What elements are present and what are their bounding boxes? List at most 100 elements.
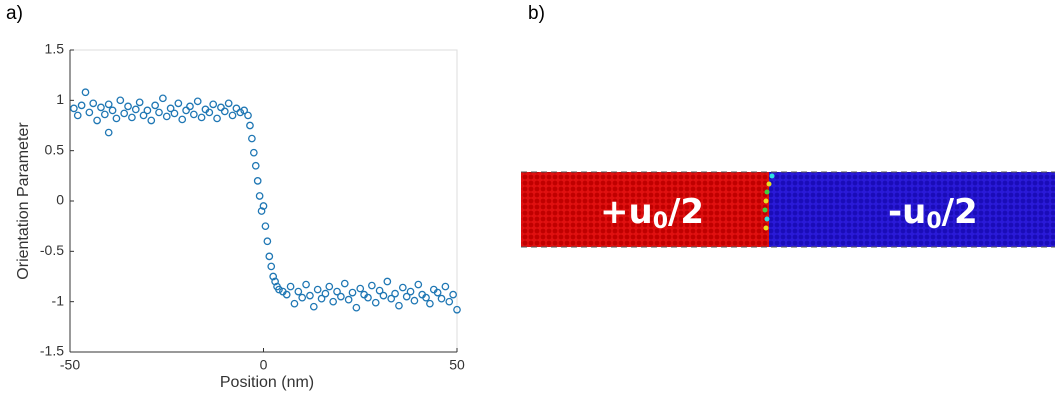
point (266, 253, 272, 259)
point (160, 95, 166, 101)
point (106, 129, 112, 135)
point (222, 108, 228, 114)
point (311, 304, 317, 310)
point (291, 300, 297, 306)
x-tick-label: 0 (260, 357, 268, 373)
x-axis-label: Position (nm) (220, 374, 314, 391)
y-tick-label: -1 (52, 292, 65, 308)
point (187, 103, 193, 109)
point (117, 97, 123, 103)
y-tick-label: 1 (56, 91, 64, 107)
x-tick-label: -50 (60, 357, 80, 373)
point (233, 105, 239, 111)
point (349, 289, 355, 295)
left-domain-label: +u0/2 (600, 192, 704, 235)
point (396, 302, 402, 308)
point (218, 104, 224, 110)
y-tick-label: -0.5 (40, 242, 64, 258)
point (268, 263, 274, 269)
point (71, 105, 77, 111)
label-part: /2 (668, 192, 704, 232)
point (446, 298, 452, 304)
point (247, 122, 253, 128)
point (78, 102, 84, 108)
point (198, 114, 204, 120)
point (256, 193, 262, 199)
point (442, 283, 448, 289)
label-subscript: 0 (926, 209, 941, 234)
point (400, 284, 406, 290)
point (450, 291, 456, 297)
point (156, 109, 162, 115)
y-tick-label: 0 (56, 192, 64, 208)
point (121, 110, 127, 116)
point (175, 100, 181, 106)
point (353, 305, 359, 311)
point (86, 109, 92, 115)
point (357, 285, 363, 291)
point (295, 288, 301, 294)
y-tick-label: 0.5 (45, 141, 65, 157)
simulation-image: +u0/2 -u0/2 (521, 172, 1055, 247)
point (98, 104, 104, 110)
point (251, 149, 257, 155)
label-subscript: 0 (653, 209, 668, 234)
point (152, 102, 158, 108)
point (106, 101, 112, 107)
panel-label: b) (528, 3, 545, 24)
point (411, 297, 417, 303)
point (264, 238, 270, 244)
point (253, 163, 259, 169)
point (384, 278, 390, 284)
figure: a) b) Position (nm) Orientation Paramete… (0, 0, 1055, 400)
point (136, 99, 142, 105)
point (90, 100, 96, 106)
y-axis-label: Orientation Parameter (15, 122, 32, 280)
point (373, 299, 379, 305)
page: {"chart_data": {"type": "scatter", "pane… (0, 0, 1055, 400)
point (299, 294, 305, 300)
point (225, 100, 231, 106)
point (338, 293, 344, 299)
point (129, 114, 135, 120)
label-part: /2 (942, 192, 978, 232)
point (307, 292, 313, 298)
point (342, 280, 348, 286)
point (229, 112, 235, 118)
panel-label: a) (6, 3, 23, 24)
point (249, 135, 255, 141)
point (94, 117, 100, 123)
point (287, 283, 293, 289)
label-part: +u (600, 192, 653, 232)
point (75, 112, 81, 118)
point (380, 292, 386, 298)
point (330, 298, 336, 304)
point (113, 115, 119, 121)
point (195, 98, 201, 104)
point (392, 290, 398, 296)
x-tick-label: 50 (449, 357, 465, 373)
point (245, 112, 251, 118)
point (214, 115, 220, 121)
point (326, 283, 332, 289)
label-part: -u (888, 192, 926, 232)
point (164, 113, 170, 119)
point (125, 103, 131, 109)
point (102, 111, 108, 117)
point (144, 107, 150, 113)
point (345, 296, 351, 302)
point (191, 111, 197, 117)
point (415, 281, 421, 287)
point (133, 106, 139, 112)
point (210, 101, 216, 107)
point (262, 223, 268, 229)
point (109, 107, 115, 113)
plot-frame (70, 50, 457, 352)
point (407, 288, 413, 294)
point (438, 295, 444, 301)
point (148, 117, 154, 123)
point (82, 89, 88, 95)
point (314, 286, 320, 292)
point (303, 281, 309, 287)
